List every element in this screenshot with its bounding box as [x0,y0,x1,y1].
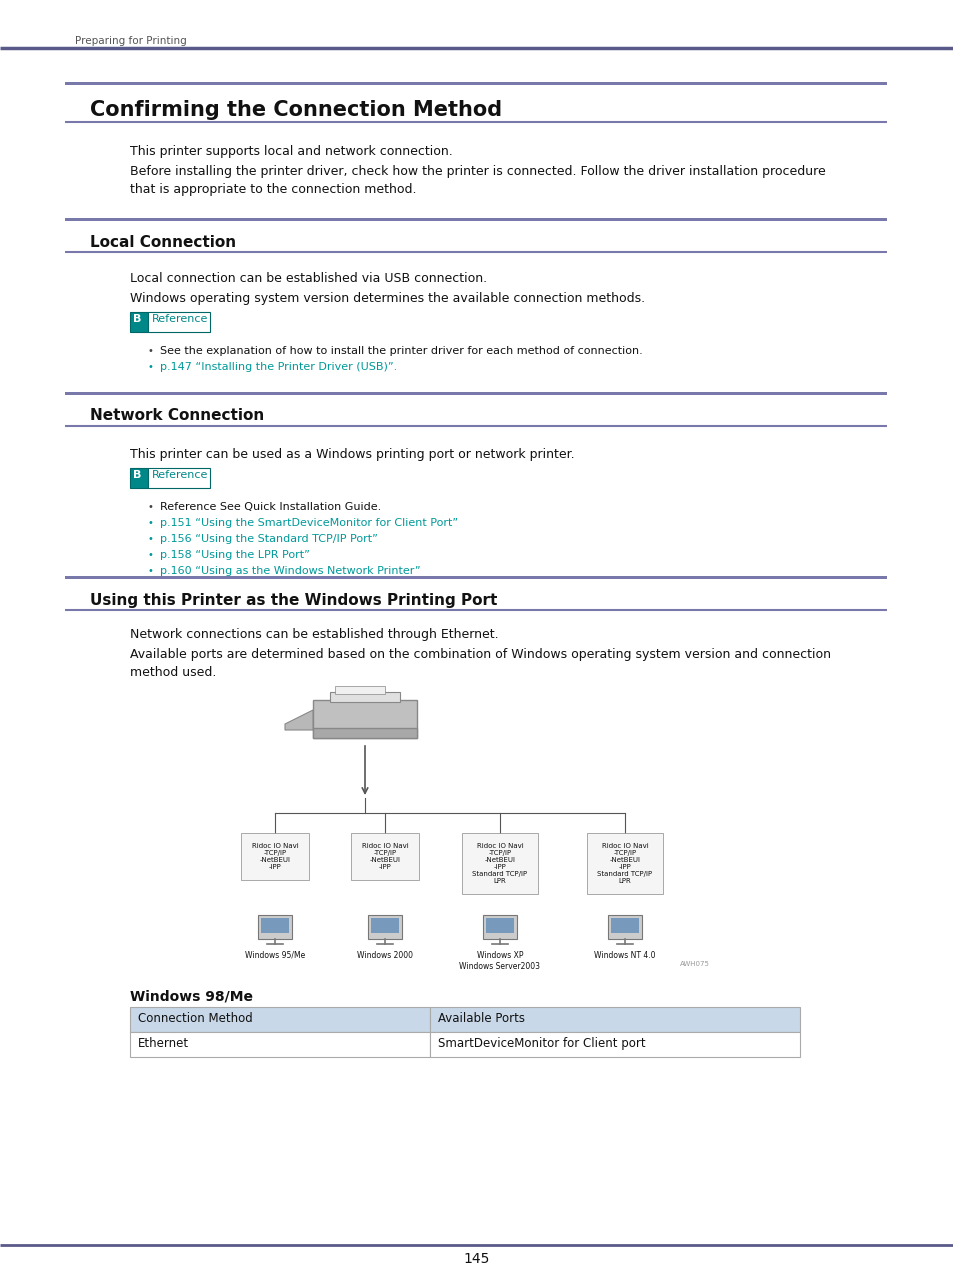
Text: Windows operating system version determines the available connection methods.: Windows operating system version determi… [130,292,644,305]
Bar [313,700,416,738]
Text: Ridoc IO Navi
-TCP/IP
-NetBEUI
-IPP
Standard TCP/IP
LPR: Ridoc IO Navi -TCP/IP -NetBEUI -IPP Stan… [597,843,652,884]
Text: B: B [132,314,141,324]
Text: p.156 “Using the Standard TCP/IP Port”: p.156 “Using the Standard TCP/IP Port” [160,533,377,544]
Bar [65,577,886,579]
Bar [257,914,292,939]
Bar [130,469,148,488]
Text: Ethernet: Ethernet [138,1038,189,1050]
Bar [430,1007,800,1033]
Bar [148,469,210,488]
Text: Windows 95/Me: Windows 95/Me [245,951,305,960]
Text: •: • [148,502,153,512]
Text: Reference See Quick Installation Guide.: Reference See Quick Installation Guide. [160,502,381,512]
Text: •: • [148,566,153,577]
Text: This printer supports local and network connection.: This printer supports local and network … [130,145,453,157]
Text: 145: 145 [463,1252,490,1266]
Text: Network connections can be established through Ethernet.: Network connections can be established t… [130,627,498,641]
Bar [130,1007,430,1033]
Bar [65,392,886,395]
Bar [130,1033,430,1057]
Text: Using this Printer as the Windows Printing Port: Using this Printer as the Windows Printi… [90,593,497,608]
Text: p.158 “Using the LPR Port”: p.158 “Using the LPR Port” [160,550,310,560]
Bar [261,918,289,933]
Text: •: • [148,533,153,544]
Text: Ridoc IO Navi
-TCP/IP
-NetBEUI
-IPP: Ridoc IO Navi -TCP/IP -NetBEUI -IPP [361,843,408,870]
Text: AWH075: AWH075 [679,961,709,966]
Bar [330,692,399,702]
Bar [148,312,210,331]
Bar [610,918,639,933]
Bar [335,686,385,693]
Bar [607,914,641,939]
Text: Connection Method: Connection Method [138,1012,253,1025]
Bar [313,728,416,738]
Bar [482,914,517,939]
Text: Local connection can be established via USB connection.: Local connection can be established via … [130,272,487,284]
Text: •: • [148,550,153,560]
Text: Windows 2000: Windows 2000 [356,951,413,960]
Text: SmartDeviceMonitor for Client port: SmartDeviceMonitor for Client port [437,1038,645,1050]
Text: See the explanation of how to install the printer driver for each method of conn: See the explanation of how to install th… [160,345,642,356]
Text: Ridoc IO Navi
-TCP/IP
-NetBEUI
-IPP: Ridoc IO Navi -TCP/IP -NetBEUI -IPP [252,843,298,870]
Text: Windows 98/Me: Windows 98/Me [130,989,253,1003]
Text: p.151 “Using the SmartDeviceMonitor for Client Port”: p.151 “Using the SmartDeviceMonitor for … [160,518,457,528]
Text: Before installing the printer driver, check how the printer is connected. Follow: Before installing the printer driver, ch… [130,165,825,197]
Bar [371,918,398,933]
Text: •: • [148,345,153,356]
Text: •: • [148,362,153,372]
Bar [368,914,401,939]
Text: Ridoc IO Navi
-TCP/IP
-NetBEUI
-IPP
Standard TCP/IP
LPR: Ridoc IO Navi -TCP/IP -NetBEUI -IPP Stan… [472,843,527,884]
Bar [485,918,514,933]
Text: p.147 “Installing the Printer Driver (USB)”.: p.147 “Installing the Printer Driver (US… [160,362,396,372]
Bar [130,312,148,331]
Text: Available ports are determined based on the combination of Windows operating sys: Available ports are determined based on … [130,648,830,679]
Text: Windows NT 4.0: Windows NT 4.0 [594,951,655,960]
Text: This printer can be used as a Windows printing port or network printer.: This printer can be used as a Windows pr… [130,448,574,461]
Text: •: • [148,518,153,528]
Polygon shape [285,710,313,730]
Text: Reference: Reference [152,470,208,480]
Text: Local Connection: Local Connection [90,235,236,250]
Text: Confirming the Connection Method: Confirming the Connection Method [90,100,501,119]
Text: Network Connection: Network Connection [90,408,264,423]
Text: p.160 “Using as the Windows Network Printer”: p.160 “Using as the Windows Network Prin… [160,566,420,577]
Text: B: B [132,470,141,480]
Bar [65,218,886,221]
Text: Preparing for Printing: Preparing for Printing [75,36,187,46]
Bar [65,83,886,85]
Text: Windows XP
Windows Server2003: Windows XP Windows Server2003 [459,951,540,972]
Text: Available Ports: Available Ports [437,1012,524,1025]
Bar [430,1033,800,1057]
Text: Reference: Reference [152,314,208,324]
